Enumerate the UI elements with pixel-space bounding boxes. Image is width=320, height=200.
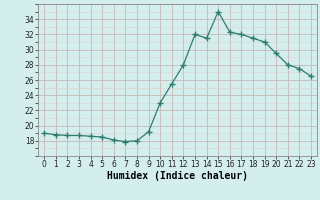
- X-axis label: Humidex (Indice chaleur): Humidex (Indice chaleur): [107, 171, 248, 181]
